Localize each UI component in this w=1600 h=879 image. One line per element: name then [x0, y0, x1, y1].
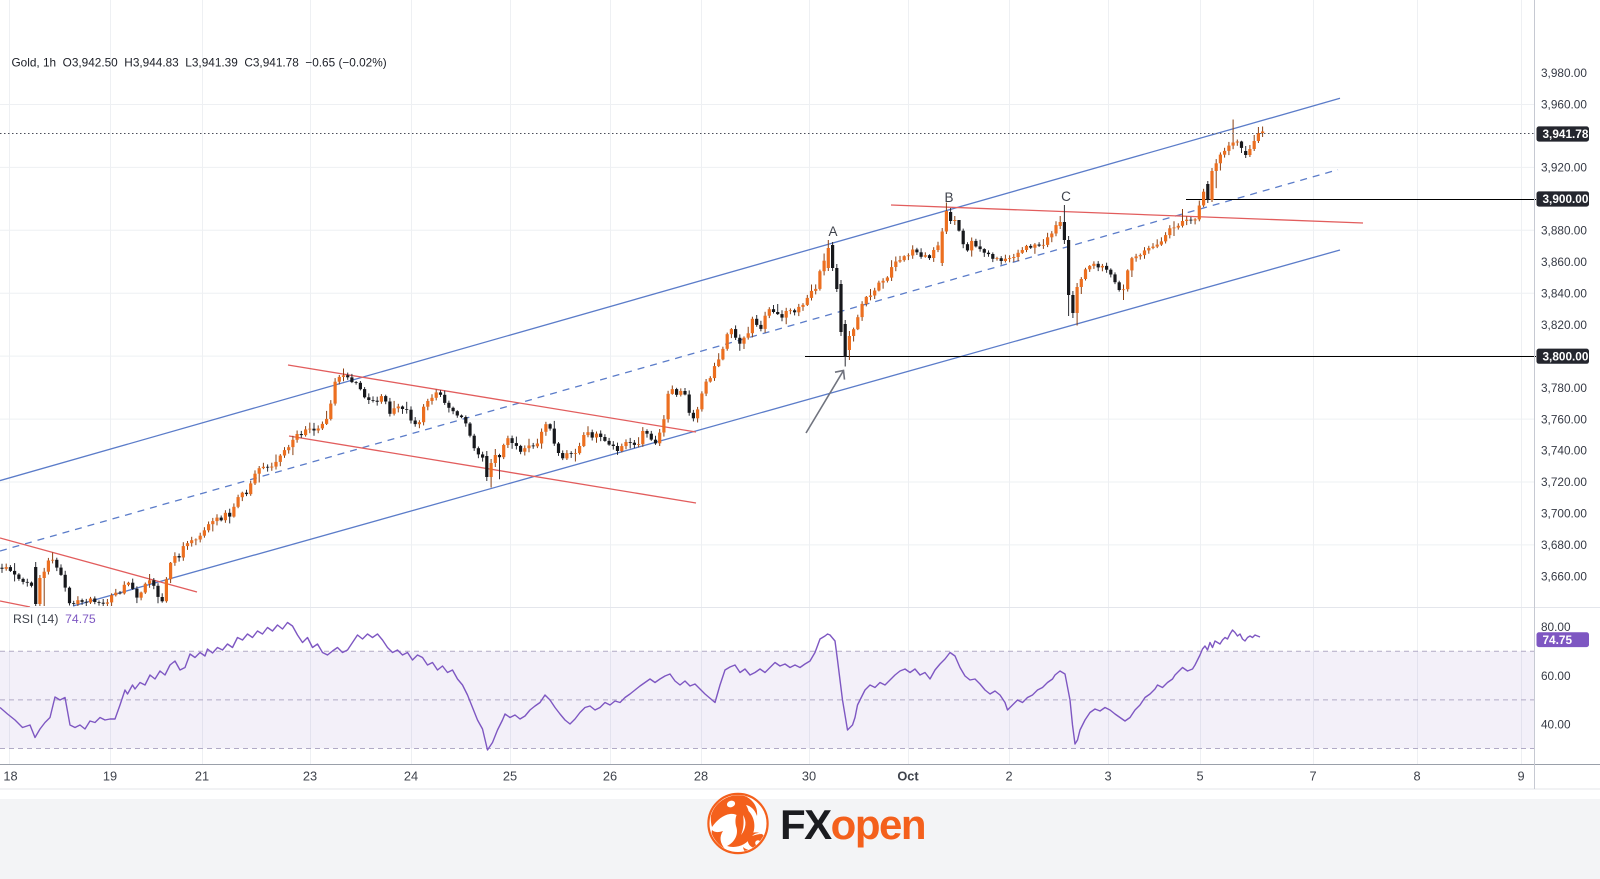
svg-text:3: 3 [1104, 769, 1111, 784]
svg-text:3,860.00: 3,860.00 [1541, 255, 1587, 269]
svg-text:26: 26 [603, 769, 617, 784]
svg-text:28: 28 [694, 769, 708, 784]
svg-text:3,660.00: 3,660.00 [1541, 570, 1587, 584]
svg-text:23: 23 [303, 769, 317, 784]
svg-text:3,941.78: 3,941.78 [1543, 127, 1589, 141]
svg-text:RSI (14) 74.75: RSI (14) 74.75 [13, 612, 96, 626]
svg-text:Oct: Oct [897, 769, 919, 784]
svg-text:3,980.00: 3,980.00 [1541, 66, 1587, 80]
svg-text:2: 2 [1005, 769, 1012, 784]
svg-text:80.00: 80.00 [1541, 620, 1571, 634]
svg-text:FXopen: FXopen [780, 801, 925, 848]
svg-text:9: 9 [1517, 769, 1524, 784]
svg-text:18: 18 [3, 769, 17, 784]
svg-text:3,680.00: 3,680.00 [1541, 538, 1587, 552]
svg-text:25: 25 [503, 769, 517, 784]
svg-text:60.00: 60.00 [1541, 669, 1571, 683]
svg-text:A: A [828, 224, 837, 239]
svg-text:21: 21 [195, 769, 209, 784]
svg-text:3,700.00: 3,700.00 [1541, 507, 1587, 521]
svg-text:3,880.00: 3,880.00 [1541, 224, 1587, 238]
svg-text:5: 5 [1196, 769, 1203, 784]
svg-text:Gold, 1h O3,942.50 H3,944.83: Gold, 1h O3,942.50 H3,944.83 L3,941.39 C… [12, 56, 387, 70]
svg-text:19: 19 [103, 769, 117, 784]
svg-text:74.75: 74.75 [1543, 633, 1573, 647]
svg-text:8: 8 [1413, 769, 1420, 784]
svg-text:3,800.00: 3,800.00 [1543, 349, 1589, 363]
svg-text:3,760.00: 3,760.00 [1541, 412, 1587, 426]
svg-text:3,820.00: 3,820.00 [1541, 318, 1587, 332]
svg-text:3,900.00: 3,900.00 [1543, 192, 1589, 206]
svg-text:24: 24 [404, 769, 418, 784]
svg-text:3,720.00: 3,720.00 [1541, 475, 1587, 489]
svg-text:B: B [944, 190, 953, 205]
svg-text:3,840.00: 3,840.00 [1541, 286, 1587, 300]
svg-text:7: 7 [1309, 769, 1316, 784]
svg-text:3,960.00: 3,960.00 [1541, 98, 1587, 112]
svg-text:30: 30 [802, 769, 816, 784]
svg-text:3,780.00: 3,780.00 [1541, 381, 1587, 395]
svg-text:C: C [1061, 189, 1071, 204]
svg-text:40.00: 40.00 [1541, 717, 1571, 731]
svg-text:3,740.00: 3,740.00 [1541, 444, 1587, 458]
svg-text:3,920.00: 3,920.00 [1541, 161, 1587, 175]
